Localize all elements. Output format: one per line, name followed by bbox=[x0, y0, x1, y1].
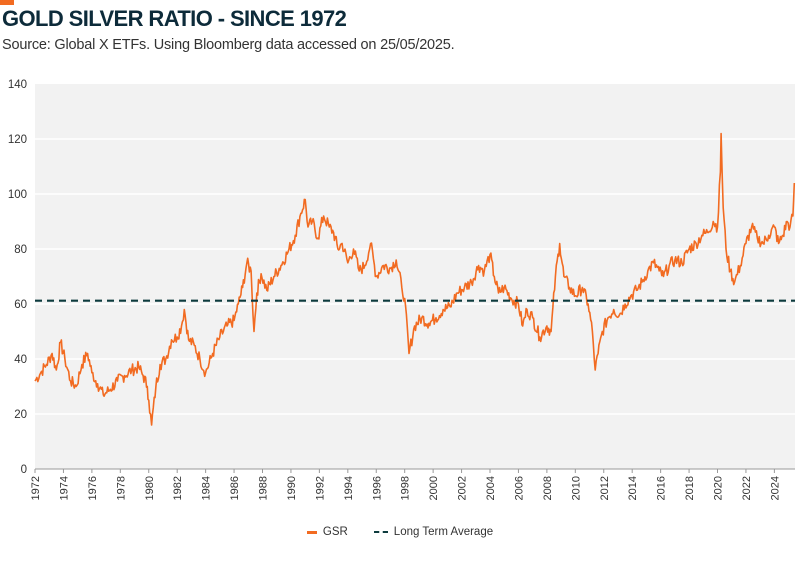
brand-accent-bar bbox=[0, 0, 14, 5]
y-tick-label: 120 bbox=[8, 134, 27, 146]
x-tick-label: 2024 bbox=[769, 476, 781, 500]
x-tick-label: 1984 bbox=[201, 476, 213, 500]
gridlines bbox=[35, 138, 795, 415]
x-tick-label: 1990 bbox=[286, 476, 298, 500]
y-tick-label: 40 bbox=[14, 354, 27, 366]
x-tick-label: 2002 bbox=[457, 476, 469, 500]
x-tick-label: 2018 bbox=[684, 476, 696, 500]
y-axis: 0 20 40 60 80 100 120 140 bbox=[8, 79, 795, 476]
x-tick-label: 1998 bbox=[400, 476, 412, 500]
x-tick-label: 1978 bbox=[115, 476, 127, 500]
chart-title: GOLD SILVER RATIO - SINCE 1972 bbox=[2, 6, 347, 31]
legend-label-average: Long Term Average bbox=[393, 526, 494, 538]
x-tick-label: 2008 bbox=[542, 476, 554, 500]
x-tick-label: 1988 bbox=[258, 476, 270, 500]
y-tick-label: 60 bbox=[14, 299, 27, 311]
legend-item-average: Long Term Average bbox=[373, 526, 494, 538]
x-tick-label: 2016 bbox=[656, 476, 668, 500]
x-tick-label: 2004 bbox=[485, 476, 497, 500]
x-tick-label: 2006 bbox=[513, 476, 525, 500]
x-tick-label: 1992 bbox=[314, 476, 326, 500]
legend-label-gsr: GSR bbox=[322, 526, 348, 538]
x-tick-label: 1976 bbox=[87, 476, 99, 500]
average-swatch bbox=[373, 531, 388, 533]
x-tick-label: 2010 bbox=[570, 476, 582, 500]
x-tick-label: 1982 bbox=[172, 476, 184, 500]
y-tick-label: 20 bbox=[14, 409, 27, 421]
y-tick-label: 100 bbox=[8, 189, 27, 201]
x-tick-label: 1986 bbox=[229, 476, 241, 500]
x-tick-label: 2000 bbox=[428, 476, 440, 500]
x-tick-label: 1972 bbox=[30, 476, 42, 500]
x-tick-label: 1974 bbox=[58, 476, 70, 500]
gsr-swatch bbox=[306, 530, 317, 534]
x-tick-label: 1996 bbox=[371, 476, 383, 500]
y-tick-label: 140 bbox=[8, 79, 27, 91]
x-tick-label: 2014 bbox=[627, 476, 639, 500]
plot-area bbox=[35, 84, 795, 469]
x-tick-label: 2012 bbox=[599, 476, 611, 500]
chart-subtitle: Source: Global X ETFs. Using Bloomberg d… bbox=[2, 37, 455, 53]
x-tick-label: 1994 bbox=[343, 476, 355, 500]
x-tick-label: 2020 bbox=[713, 476, 725, 500]
legend-item-gsr: GSR bbox=[306, 526, 348, 538]
y-tick-label: 80 bbox=[14, 244, 27, 256]
y-tick-label: 0 bbox=[21, 464, 27, 476]
gsr-series-line bbox=[34, 132, 796, 426]
legend: GSR Long Term Average bbox=[0, 526, 800, 538]
x-axis: 1972 1974 1976 1978 1980 1982 1984 1986 1988 1990… bbox=[30, 469, 781, 500]
x-tick-label: 2022 bbox=[741, 476, 753, 500]
x-tick-label: 1980 bbox=[144, 476, 156, 500]
